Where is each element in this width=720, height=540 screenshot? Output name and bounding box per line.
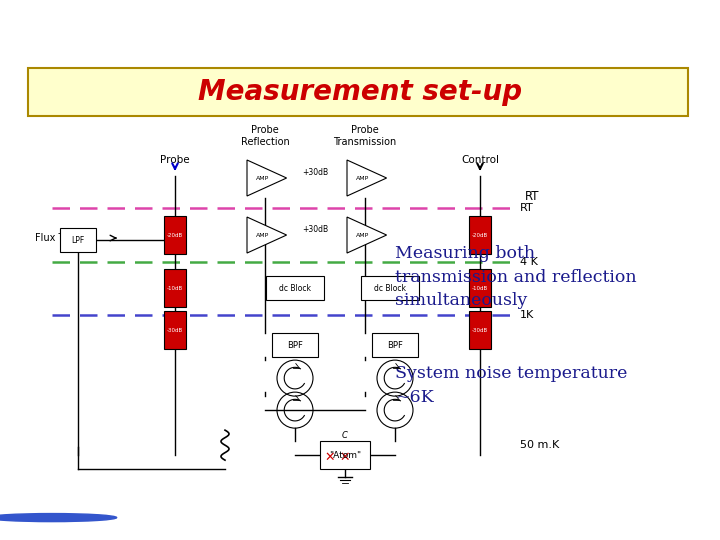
Text: -10dB: -10dB bbox=[167, 286, 183, 291]
Text: -10dB: -10dB bbox=[472, 286, 488, 291]
Text: BPF: BPF bbox=[387, 341, 403, 349]
Text: 1K: 1K bbox=[520, 310, 534, 320]
Text: RT: RT bbox=[525, 190, 539, 202]
Text: -30dB: -30dB bbox=[472, 328, 488, 333]
Text: -30dB: -30dB bbox=[167, 328, 183, 333]
Text: Measuring both
transmission and reflection
simultaneously: Measuring both transmission and reflecti… bbox=[395, 245, 636, 309]
Text: AMP: AMP bbox=[356, 233, 369, 238]
Text: +30dB: +30dB bbox=[302, 167, 328, 177]
Text: Probe: Probe bbox=[351, 125, 379, 135]
Bar bbox=[266, 276, 324, 300]
Text: ✕: ✕ bbox=[325, 451, 336, 464]
Bar bbox=[164, 269, 186, 307]
Bar bbox=[469, 269, 491, 307]
Text: "Atom": "Atom" bbox=[329, 451, 361, 460]
Text: Chalmers University of Technology: Chalmers University of Technology bbox=[474, 23, 706, 37]
Text: 50 m.K: 50 m.K bbox=[520, 440, 559, 450]
Text: AMP: AMP bbox=[256, 176, 269, 180]
Text: LPF: LPF bbox=[71, 235, 85, 245]
Text: Probe: Probe bbox=[251, 125, 279, 135]
Bar bbox=[164, 311, 186, 349]
Text: BPF: BPF bbox=[287, 341, 303, 349]
Text: MC2: MC2 bbox=[14, 504, 82, 531]
Polygon shape bbox=[247, 160, 287, 196]
Text: -20dB: -20dB bbox=[472, 233, 488, 238]
Text: Probe: Probe bbox=[160, 155, 190, 165]
Polygon shape bbox=[347, 160, 387, 196]
Text: Quantum Device Physics: Quantum Device Physics bbox=[494, 510, 706, 525]
Bar bbox=[164, 216, 186, 254]
Bar bbox=[372, 333, 418, 357]
Bar bbox=[361, 276, 419, 300]
Text: Control: Control bbox=[461, 155, 499, 165]
Text: -20dB: -20dB bbox=[167, 233, 183, 238]
Text: Measurement set-up: Measurement set-up bbox=[198, 78, 522, 106]
Text: Flux Tuning: Flux Tuning bbox=[35, 233, 91, 243]
Polygon shape bbox=[247, 217, 287, 253]
Bar bbox=[60, 228, 96, 252]
Text: Transmission: Transmission bbox=[333, 137, 397, 147]
Bar bbox=[469, 311, 491, 349]
Text: dc Block: dc Block bbox=[374, 284, 406, 293]
Text: +30dB: +30dB bbox=[302, 225, 328, 233]
Circle shape bbox=[0, 514, 117, 522]
Text: ✕: ✕ bbox=[340, 451, 350, 464]
Text: Reflection: Reflection bbox=[240, 137, 289, 147]
Bar bbox=[272, 333, 318, 357]
Text: RT: RT bbox=[520, 203, 534, 213]
Text: Per Delsing: Per Delsing bbox=[274, 510, 360, 525]
Text: 4 K: 4 K bbox=[520, 257, 538, 267]
Bar bbox=[320, 441, 370, 469]
Polygon shape bbox=[347, 217, 387, 253]
Text: CHALMERS: CHALMERS bbox=[16, 18, 161, 42]
Text: AMP: AMP bbox=[256, 233, 269, 238]
Text: dc Block: dc Block bbox=[279, 284, 311, 293]
Bar bbox=[469, 216, 491, 254]
Text: AMP: AMP bbox=[356, 176, 369, 180]
Text: System noise temperature
~6K: System noise temperature ~6K bbox=[395, 365, 627, 406]
FancyBboxPatch shape bbox=[28, 68, 688, 116]
Text: C: C bbox=[342, 430, 348, 440]
